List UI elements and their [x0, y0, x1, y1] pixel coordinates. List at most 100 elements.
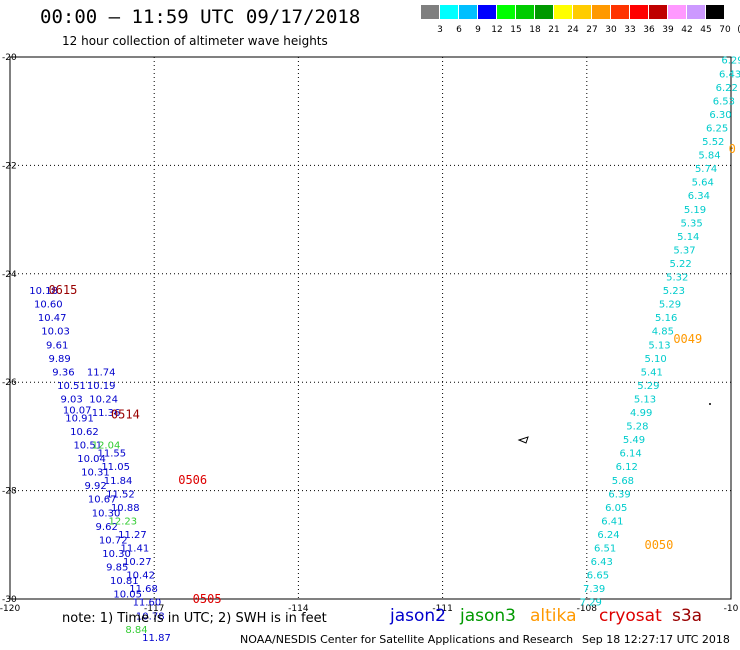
swh-value-jason2: 10.30 [92, 508, 121, 519]
swh-value-jason2: 11.05 [101, 462, 130, 473]
color-scale-label: 33 [624, 25, 636, 35]
swh-value-jason2: 10.47 [38, 313, 67, 324]
swh-value-jason2: 9.61 [46, 340, 68, 351]
mission-label-jason2: jason2 [390, 606, 446, 626]
color-swatch [687, 5, 705, 19]
swh-value-altika: 5.32 [666, 273, 688, 284]
swh-value-jason2: 10.05 [113, 590, 142, 601]
x-tick-label: -117 [144, 604, 164, 614]
pass-number-label: 0 [729, 142, 736, 156]
color-scale-label: 12 [491, 25, 503, 35]
swh-value-jason2: 11.27 [118, 530, 147, 541]
swh-value-jason2: 11.55 [97, 449, 126, 460]
swh-value-altika: 6.05 [605, 503, 627, 514]
swh-value-jason3: 12.04 [92, 441, 121, 452]
swh-value-altika: 6.39 [608, 489, 630, 500]
swh-value-jason2: 10.67 [88, 495, 117, 506]
swh-value-jason2: 11.84 [104, 476, 133, 487]
color-scale-label: 70 [719, 25, 731, 35]
y-tick-label: -30 [2, 595, 17, 605]
swh-value-altika: 5.23 [663, 286, 685, 297]
color-swatch [440, 5, 458, 19]
swh-value-jason2: 10.72 [99, 535, 128, 546]
swh-value-altika: 5.19 [684, 205, 706, 216]
swh-value-altika: 6.41 [601, 516, 623, 527]
swh-value-jason2: 10.19 [87, 381, 116, 392]
swh-value-jason2: 10.18 [29, 286, 58, 297]
y-tick-label: -26 [2, 378, 17, 388]
footer-note: note: 1) Time is in UTC; 2) SWH is in fe… [62, 611, 327, 626]
color-scale-label: 30 [605, 25, 617, 35]
swh-value-jason2: 11.36 [92, 408, 121, 419]
swh-value-altika: 4.99 [630, 408, 652, 419]
color-swatch [706, 5, 724, 19]
footer-timestamp: Sep 18 12:27:17 UTC 2018 [582, 633, 730, 646]
data-points: 10.18 10.60 10.47 10.03 9.61 9.89 9.36 10.51 9.0… [29, 56, 740, 644]
swh-value-altika: 6.65 [587, 571, 609, 582]
swh-value-altika: 5.13 [648, 340, 670, 351]
swh-value-altika: 5.29 [637, 381, 659, 392]
color-scale-label: 9 [475, 25, 481, 35]
color-scale-label: 42 [681, 25, 693, 35]
swh-value-altika: 5.22 [669, 259, 691, 270]
swh-value-altika: 4.85 [652, 327, 674, 338]
x-tick-label: -120 [0, 604, 20, 614]
x-tick-label: -114 [288, 604, 309, 614]
swh-value-jason2: 9.03 [60, 394, 82, 405]
swh-value-jason2: 9.36 [52, 367, 74, 378]
pass-labels: 0615 0514 0506 0505 0049 0050 0 [48, 142, 735, 606]
swh-value-jason2: 10.07 [63, 405, 92, 416]
pass-number-label: 0050 [644, 538, 673, 552]
island-marker [517, 403, 711, 444]
swh-value-altika: 5.41 [641, 367, 663, 378]
chart-title: 00:00 — 11:59 UTC 09/17/2018 [40, 6, 361, 28]
swh-value-altika: 6.34 [688, 191, 710, 202]
swh-value-jason3: 8.84 [125, 625, 147, 636]
color-swatch [630, 5, 648, 19]
swh-value-altika: 7.39 [583, 584, 605, 595]
swh-value-jason2: 10.03 [41, 327, 70, 338]
mission-label-altika: altika [530, 606, 577, 626]
swh-value-altika: 5.52 [702, 137, 724, 148]
swh-value-altika: 5.64 [692, 178, 714, 189]
color-swatch [497, 5, 515, 19]
color-scale-label: 39 [662, 25, 674, 35]
swh-value-jason2: 11.68 [129, 584, 158, 595]
swh-value-altika: 5.74 [695, 164, 717, 175]
color-scale-label: (ft) [733, 25, 740, 35]
color-scale-label: 21 [548, 25, 560, 35]
swh-value-jason2: 10.78 [136, 611, 165, 622]
color-scale-label: 27 [586, 25, 598, 35]
swh-value-altika: 5.37 [673, 245, 695, 256]
color-swatch [592, 5, 610, 19]
swh-value-jason3: 12.23 [109, 516, 138, 527]
swh-value-altika: 6.43 [719, 69, 740, 80]
swh-value-jason2: 10.51 [57, 381, 86, 392]
mission-label-s3a: s3a [672, 606, 703, 626]
swh-value-altika: 6.12 [616, 462, 638, 473]
mission-label-cryosat: cryosat [599, 606, 662, 626]
swh-value-jason2: 10.31 [81, 468, 110, 479]
swh-value-jason2: 10.30 [102, 549, 131, 560]
chart-subtitle: 12 hour collection of altimeter wave hei… [62, 34, 328, 48]
swh-value-jason2: 10.62 [70, 427, 99, 438]
y-tick-label: -28 [2, 487, 17, 497]
swh-value-altika: 7.29 [580, 598, 602, 609]
grid-lines [10, 57, 731, 599]
color-swatch [535, 5, 553, 19]
swh-value-jason2: 10.91 [65, 413, 94, 424]
swh-value-jason2: 11.60 [133, 598, 162, 609]
swh-value-jason2: 10.27 [123, 557, 152, 568]
plot-frame [9, 56, 732, 600]
x-tick-label: -111 [432, 604, 452, 614]
footer-credit: NOAA/NESDIS Center for Satellite Applica… [240, 633, 574, 646]
swh-value-altika: 6.43 [591, 557, 613, 568]
color-swatch [554, 5, 572, 19]
color-swatch [459, 5, 477, 19]
swh-value-jason2: 10.51 [73, 441, 102, 452]
swh-value-jason2: 11.41 [121, 544, 150, 555]
swh-value-jason2: 9.85 [106, 562, 128, 573]
swh-value-altika: 6.22 [716, 83, 738, 94]
swh-value-altika: 5.14 [677, 232, 699, 243]
